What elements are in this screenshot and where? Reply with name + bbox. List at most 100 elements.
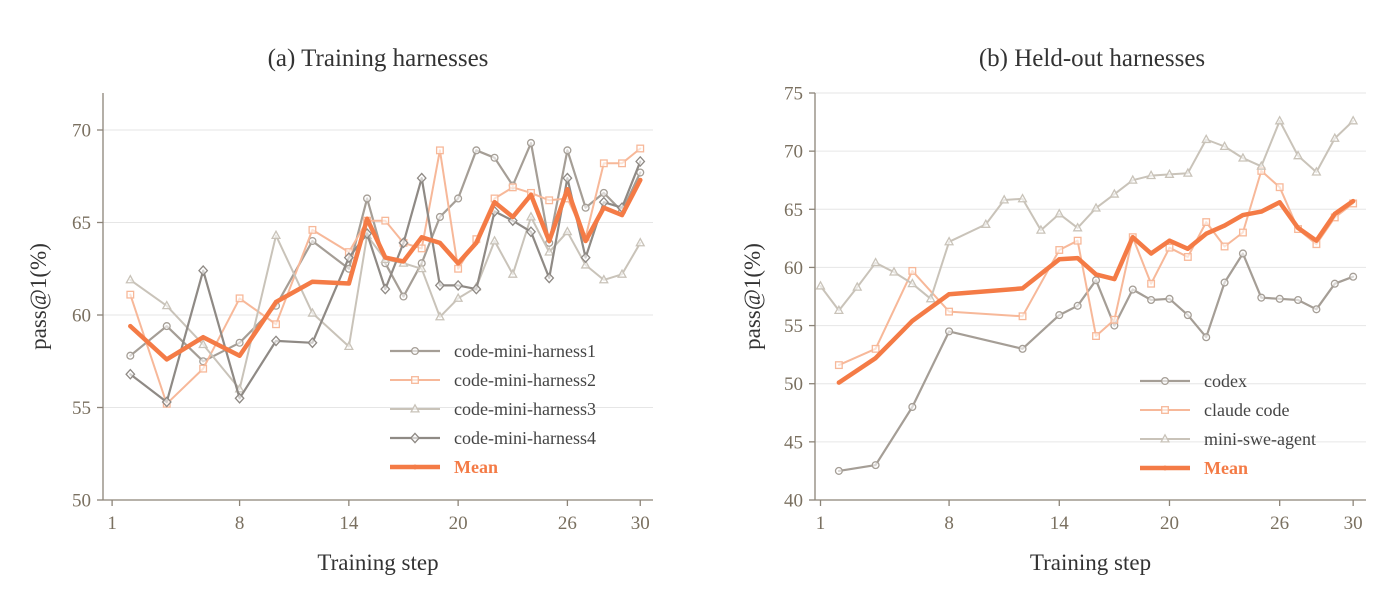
data-point-code-mini-harness3 [525,211,536,221]
y-tick-label: 65 [784,200,803,221]
data-point-mini-swe-agent [833,304,844,315]
data-point-mini-swe-agent [1274,115,1285,125]
data-point-mean [437,240,442,245]
legend-label-claude-code: claude code [1204,400,1289,420]
data-point-codex [1091,276,1101,285]
data-point-mean [237,353,242,358]
legend: code-mini-harness1 code-mini-harness2 code… [390,341,596,477]
x-axis-label: Training step [1030,550,1151,575]
data-point-claude-code [1183,253,1192,261]
data-point-code-mini-harness1 [235,338,244,347]
data-point-mean [456,261,461,266]
data-point-mean [1204,231,1209,236]
data-point-code-mini-harness2 [636,144,645,153]
data-point-claude-code [1055,246,1064,254]
data-point-codex [945,327,954,336]
data-point-code-mini-harness1 [581,203,590,212]
legend-label-code-mini-harness3: code-mini-harness3 [454,399,596,419]
data-point-claude-code [871,344,880,353]
data-point-code-mini-harness4 [635,155,646,168]
data-point-codex [1312,305,1321,314]
data-point-code-mini-harness3 [125,274,136,284]
data-point-codex [1220,278,1229,287]
chart-title: (b) Held-out harnesses [979,45,1205,72]
x-tick-label: 14 [339,513,359,534]
data-point-code-mini-harness4 [471,283,482,295]
data-point-mean [1167,238,1172,243]
data-point-code-mini-harness1 [162,322,171,331]
data-point-codex [1238,249,1247,258]
data-point-code-mini-harness1 [435,212,444,222]
data-point-mean [1296,225,1301,230]
x-tick-label: 8 [944,513,954,534]
data-point-mean [1351,199,1356,204]
data-point-code-mini-harness1 [363,194,372,203]
data-point-mean [201,335,206,340]
legend-marker [410,346,420,356]
data-point-code-mini-harness4 [343,252,354,264]
x-tick-label: 30 [631,513,650,534]
legend-label-codex: codex [1204,371,1247,391]
data-point-code-mini-harness4 [234,392,245,404]
data-point-mean [1149,251,1154,256]
data-point-mean [419,235,424,240]
data-point-code-mini-harness2 [435,146,444,155]
data-point-code-mini-harness3 [161,300,172,310]
data-point-mean [1185,246,1190,251]
data-point-codex [1055,311,1064,320]
data-point-mean [1112,277,1117,282]
x-axis-label: Training step [317,550,438,575]
data-point-mean [910,318,915,323]
legend-label-mean: Mean [1204,458,1248,478]
data-point-claude-code [1238,228,1247,237]
data-point-codex [1128,285,1137,294]
y-axis-label: pass@1(%) [740,243,765,350]
data-point-codex [1293,295,1303,305]
x-tick-label: 20 [1160,513,1179,534]
data-point-mini-swe-agent [944,236,955,246]
data-point-mean [128,324,133,329]
data-point-code-mini-harness4 [507,215,518,227]
y-tick-label: 70 [72,121,91,142]
data-point-code-mini-harness4 [580,252,591,264]
data-point-mean [164,357,169,362]
data-point-code-mini-harness3 [507,268,518,278]
data-point-code-mini-harness3 [580,259,591,269]
data-point-code-mini-harness1 [454,194,463,203]
y-tick-label: 50 [784,374,803,395]
data-point-mini-swe-agent [907,278,918,288]
data-point-mean [492,200,497,205]
data-point-mean [365,216,370,221]
data-point-mini-swe-agent [1237,152,1248,162]
data-point-mean [873,356,878,361]
data-point-mean [836,380,841,385]
data-point-claude-code [1018,312,1027,321]
series-line-code-mini-harness1 [129,141,642,363]
data-point-mean [1057,257,1062,262]
data-point-code-mini-harness3 [635,237,646,247]
data-point-code-mini-harness1 [526,138,536,148]
x-tick-label: 20 [449,513,468,534]
data-point-mini-swe-agent [1017,193,1028,203]
data-point-mini-swe-agent [1329,132,1340,142]
data-point-mean [1332,211,1337,216]
series-line-claude-code [837,169,1355,367]
series-claude-code [834,166,1358,370]
data-point-codex [834,466,843,475]
data-point-code-mini-harness1 [599,188,608,197]
data-point-code-mini-harness4 [125,368,136,380]
legend-marker [409,432,421,444]
data-point-code-mini-harness3 [434,311,445,321]
y-tick-label: 65 [72,213,91,234]
data-point-codex [1349,272,1358,281]
data-point-mini-swe-agent [1072,222,1083,232]
chart-panel-training-harnesses: 50 55 60 65 70 1 8 14 20 26 30 (a) Training harness… [26,45,653,575]
data-point-code-mini-harness4 [398,237,409,249]
data-point-claude-code [1073,236,1082,245]
series-line-mini-swe-agent [819,119,1355,312]
data-point-code-mini-harness4 [161,396,172,408]
data-point-code-mini-harness4 [544,272,555,284]
data-point-code-mini-harness2 [618,159,626,168]
data-point-code-mini-harness4 [198,265,209,277]
